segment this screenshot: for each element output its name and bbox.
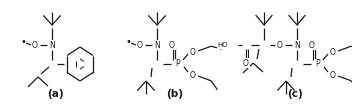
- Text: (a): (a): [47, 89, 63, 99]
- Text: O: O: [32, 41, 38, 50]
- Text: O: O: [190, 48, 196, 56]
- Text: (c): (c): [287, 89, 303, 99]
- Text: N: N: [154, 41, 160, 50]
- Text: O: O: [190, 71, 196, 80]
- Text: •: •: [125, 37, 131, 47]
- Text: O: O: [277, 41, 283, 50]
- Text: P: P: [316, 59, 320, 68]
- Text: O: O: [243, 59, 249, 68]
- Text: O: O: [169, 41, 175, 50]
- Text: O: O: [309, 41, 315, 50]
- Text: HO: HO: [218, 42, 228, 48]
- Text: O: O: [137, 41, 143, 50]
- Text: N: N: [49, 41, 55, 50]
- Text: P: P: [176, 59, 180, 68]
- Text: O: O: [330, 71, 336, 80]
- Text: (b): (b): [166, 89, 183, 99]
- Text: •: •: [20, 37, 26, 47]
- Text: N: N: [294, 41, 300, 50]
- Text: O: O: [330, 48, 336, 56]
